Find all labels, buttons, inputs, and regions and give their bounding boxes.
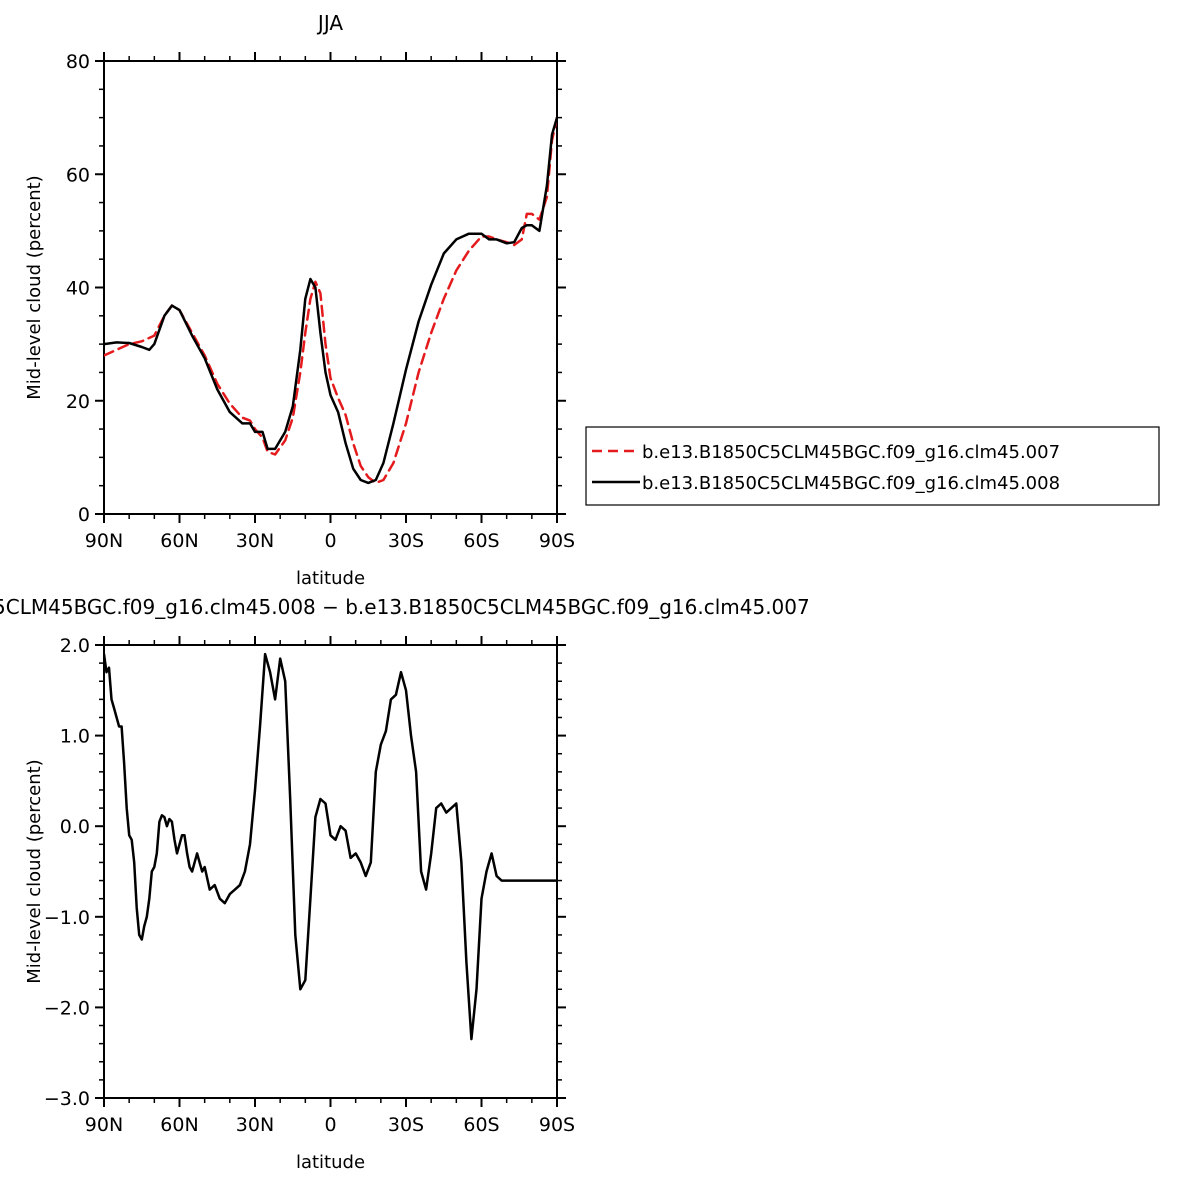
top-chart-title: JJA xyxy=(316,11,343,35)
bottom-y-tick-label: −1.0 xyxy=(44,907,90,929)
top-y-tick-label: 40 xyxy=(66,278,90,300)
bottom-x-tick-label: 60S xyxy=(463,1114,499,1136)
legend-label-series-008: b.e13.B1850C5CLM45BGC.f09_g16.clm45.008 xyxy=(642,473,1060,494)
top-y-tick-label: 0 xyxy=(78,504,90,526)
legend: b.e13.B1850C5CLM45BGC.f09_g16.clm45.007 … xyxy=(585,426,1160,506)
top-x-tick-label: 90N xyxy=(85,530,123,552)
bottom-x-tick-label: 30N xyxy=(236,1114,274,1136)
bottom-x-axis-label: latitude xyxy=(296,1152,365,1173)
legend-label-series-007: b.e13.B1850C5CLM45BGC.f09_g16.clm45.007 xyxy=(642,442,1060,463)
bottom-y-tick-label: 0.0 xyxy=(60,816,90,838)
top-y-axis-label: Mid-level cloud (percent) xyxy=(24,175,45,399)
top-plot-frame xyxy=(103,60,558,515)
top-x-tick-label: 0 xyxy=(324,530,336,552)
legend-box xyxy=(585,426,1160,506)
bottom-y-tick-label: 1.0 xyxy=(60,726,90,748)
top-series-line-0 xyxy=(104,116,557,485)
bottom-plot-frame xyxy=(103,644,558,1099)
bottom-y-axis-label: Mid-level cloud (percent) xyxy=(24,759,45,983)
bottom-x-tick-label: 0 xyxy=(324,1114,336,1136)
top-x-tick-label: 30S xyxy=(388,530,424,552)
bottom-y-tick-label: −2.0 xyxy=(44,997,90,1019)
top-y-tick-label: 60 xyxy=(66,164,90,186)
top-x-tick-label: 60N xyxy=(160,530,198,552)
bottom-x-tick-label: 60N xyxy=(160,1114,198,1136)
top-x-tick-label: 90S xyxy=(539,530,575,552)
bottom-x-tick-label: 90N xyxy=(85,1114,123,1136)
bottom-x-tick-label: 90S xyxy=(539,1114,575,1136)
bottom-x-tick-label: 30S xyxy=(388,1114,424,1136)
bottom-series-line-0 xyxy=(104,652,557,1041)
bottom-panel: b.e13.B1850C5CLM45BGC.f09_g16.clm45.008 … xyxy=(0,595,810,1173)
top-series-line-1 xyxy=(104,116,557,485)
bottom-y-tick-label: −3.0 xyxy=(44,1088,90,1110)
bottom-chart-title: b.e13.B1850C5CLM45BGC.f09_g16.clm45.008 … xyxy=(0,595,810,619)
top-y-tick-label: 80 xyxy=(66,51,90,73)
top-y-tick-label: 20 xyxy=(66,391,90,413)
top-x-tick-label: 60S xyxy=(463,530,499,552)
top-panel: JJA 0 20 40 60 80 90N 60N 30N 0 30S 60S 90S latitu… xyxy=(24,11,575,589)
top-x-tick-label: 30N xyxy=(236,530,274,552)
top-x-axis-label: latitude xyxy=(296,568,365,589)
bottom-y-tick-label: 2.0 xyxy=(60,635,90,657)
